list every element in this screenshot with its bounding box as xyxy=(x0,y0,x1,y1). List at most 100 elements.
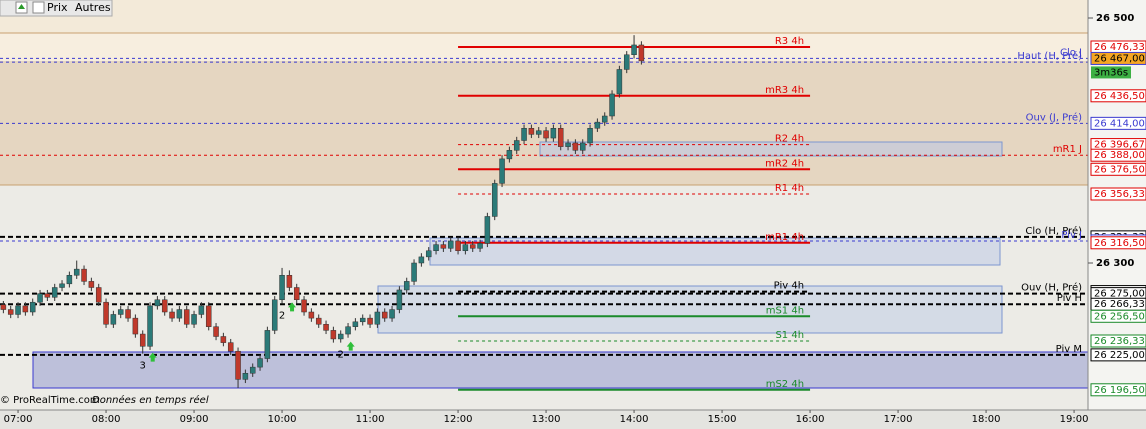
candle-body xyxy=(572,142,579,151)
price-tag-label: 26 256,50 xyxy=(1094,311,1145,322)
toolbar-bg xyxy=(0,0,113,17)
candle-body xyxy=(638,44,645,62)
price-tag-label: 26 275,00 xyxy=(1094,289,1145,300)
candle-body xyxy=(616,69,623,95)
candle-body xyxy=(455,240,461,252)
price-tag-label: 26 396,67 xyxy=(1094,140,1145,151)
candle-body xyxy=(37,293,43,303)
price-tag xyxy=(1090,148,1146,162)
toolbar: Prix Autres xyxy=(0,0,113,17)
candle-body xyxy=(59,283,65,288)
level-name: R3 4h xyxy=(775,36,804,47)
candle-body xyxy=(565,142,571,147)
candle-body xyxy=(389,309,395,319)
candle-body xyxy=(227,342,234,352)
candle-body xyxy=(293,287,300,301)
signal-arrow xyxy=(288,302,297,312)
icon-button[interactable] xyxy=(32,1,45,14)
candle-body xyxy=(418,256,425,264)
candle-body xyxy=(403,281,410,291)
candle-body xyxy=(462,244,469,252)
candle-body xyxy=(587,128,593,144)
timer-box xyxy=(1091,66,1131,79)
annotation: 2 xyxy=(338,350,344,361)
candle-body xyxy=(550,128,557,139)
icon xyxy=(18,4,25,9)
level-name: Ouv (H, Pré) xyxy=(1021,282,1082,294)
candle-body xyxy=(374,311,381,325)
candle-body xyxy=(132,317,139,335)
annotation: 3 xyxy=(140,361,146,372)
axes: 26 500 26 300 07:00 08:00 09:00 10:00 11:00 12:… xyxy=(4,13,1146,425)
candle-body xyxy=(44,293,51,298)
source: © ProRealTime.com xyxy=(0,395,100,406)
level-name: mR1 4h xyxy=(765,232,804,243)
level-name: mR2 4h xyxy=(765,158,804,169)
y-tick-label: 26 300 xyxy=(1096,258,1134,269)
candle-body xyxy=(169,311,175,319)
level-name: R2 4h xyxy=(775,134,804,145)
candle-body xyxy=(81,268,87,282)
candle-body xyxy=(176,309,183,319)
price-tag xyxy=(1090,334,1146,348)
candle-body xyxy=(264,330,271,359)
x-tick-label: 13:00 xyxy=(532,414,561,425)
candle-body xyxy=(213,326,219,337)
level-name: Clo (H, Pré) xyxy=(1025,225,1082,237)
x-tick-label: 08:00 xyxy=(92,414,121,425)
level-name: Piv M xyxy=(1056,344,1082,355)
signal-arrow xyxy=(346,341,355,351)
level-name: Piv J xyxy=(1061,230,1082,241)
candle-body xyxy=(345,326,351,335)
candle-body xyxy=(308,311,315,319)
candle-body xyxy=(411,262,417,282)
price-tag-label: 26 266,33 xyxy=(1094,299,1145,310)
level-name: Piv H xyxy=(1057,293,1082,304)
candle-body xyxy=(337,333,344,340)
candle-body xyxy=(579,142,586,151)
price-tag-label: 26 388,00 xyxy=(1094,150,1145,161)
price-tag-label: 26 196,50 xyxy=(1094,385,1145,396)
level-name: S1 4h xyxy=(775,330,804,341)
button-autres[interactable]: Autres xyxy=(75,1,111,14)
candle-body xyxy=(433,244,439,252)
level-name: mS1 4h xyxy=(766,305,804,316)
candle-body xyxy=(557,128,564,147)
button-prix[interactable]: Prix xyxy=(47,1,68,14)
x-tick-label: 18:00 xyxy=(972,414,1001,425)
timer: 3m36s xyxy=(1094,67,1128,78)
x-tick-label: 16:00 xyxy=(796,414,825,425)
candle-body xyxy=(499,158,505,184)
candle-body xyxy=(22,305,29,313)
candle-body xyxy=(154,299,161,307)
candle-body xyxy=(103,301,109,325)
price-tag xyxy=(1090,162,1146,176)
candle-body xyxy=(286,275,293,288)
candle-body xyxy=(513,140,520,151)
candle-body xyxy=(51,287,58,298)
candle-body xyxy=(521,128,527,141)
level-name: R1 4h xyxy=(775,183,804,194)
candle-body xyxy=(631,44,637,56)
candle-body xyxy=(191,314,197,325)
candle-body xyxy=(352,321,359,327)
zone-box xyxy=(32,351,1089,389)
x-tick-label: 09:00 xyxy=(180,414,209,425)
candle-body xyxy=(0,304,7,310)
price-tag-label: 26 225,00 xyxy=(1094,350,1145,361)
x-tick-label: 19:00 xyxy=(1060,414,1089,425)
x-tick-label: 14:00 xyxy=(620,414,649,425)
zone-top xyxy=(0,0,1088,33)
candle-body xyxy=(220,336,227,343)
candle-body xyxy=(506,150,513,160)
price-tag-label: 26 316,50 xyxy=(1094,238,1145,249)
candle-body xyxy=(29,301,36,313)
candle-body xyxy=(447,240,454,249)
price-tag-label: 26 467,00 xyxy=(1094,53,1145,64)
candle-body xyxy=(66,275,73,285)
candle-body xyxy=(271,299,278,331)
candle-body xyxy=(117,309,124,315)
zone-box xyxy=(539,141,1003,157)
level-name: Haut (H, Pré) xyxy=(1017,50,1082,62)
